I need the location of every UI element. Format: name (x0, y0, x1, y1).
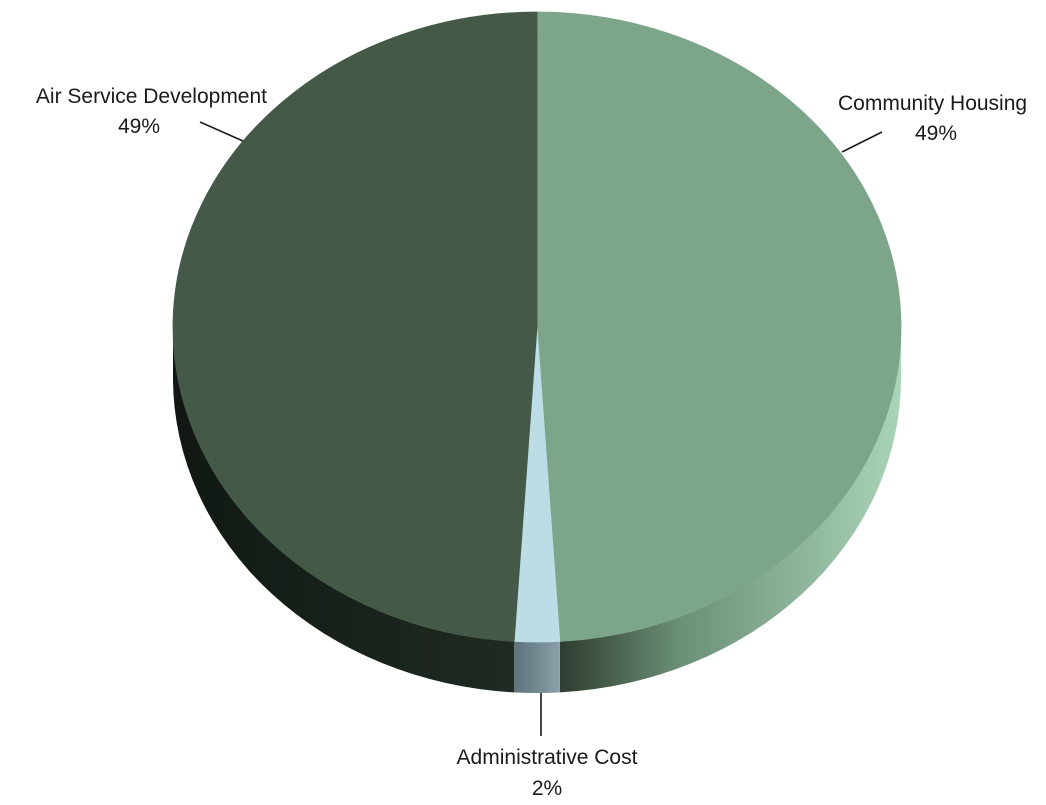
pie-slices (172, 11, 902, 643)
slice-value-air-service: 49% (118, 115, 160, 138)
pie-side-air-service-development (173, 327, 515, 693)
pie-sides (173, 327, 901, 693)
leader-line-air-service (199, 121, 244, 142)
pie-slice-air-service-development (172, 11, 538, 642)
pie-slice-community-housing (536, 11, 902, 642)
slice-value-community-housing: 49% (915, 122, 957, 145)
pie-side-community-housing (559, 327, 901, 693)
leader-line-community-housing (841, 131, 883, 153)
slice-label-community-housing: Community Housing (838, 92, 1027, 115)
slice-label-administrative-cost: Administrative Cost (457, 746, 638, 769)
pie-side-administrative-cost (514, 641, 560, 693)
slice-label-air-service: Air Service Development (36, 85, 267, 108)
slice-value-administrative-cost: 2% (532, 777, 562, 800)
